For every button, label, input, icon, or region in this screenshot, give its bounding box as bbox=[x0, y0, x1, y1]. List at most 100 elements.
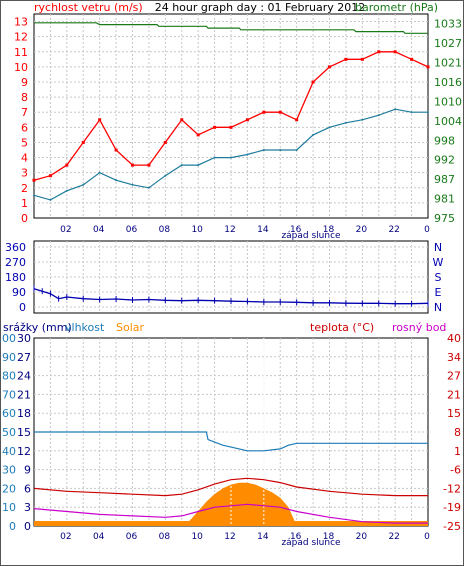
gust-point bbox=[229, 125, 233, 129]
x-tick-label: 18 bbox=[323, 532, 335, 542]
average-wind-point bbox=[197, 164, 200, 167]
average-wind-point bbox=[295, 149, 298, 151]
legend-solar: Solar bbox=[116, 321, 145, 334]
rain-tick-label: 12 bbox=[17, 445, 31, 458]
wind-series bbox=[32, 22, 430, 201]
temperature-tick-label: -25 bbox=[443, 520, 461, 533]
y-left-tick-label: 6 bbox=[21, 121, 28, 134]
x-tick-label: 14 bbox=[257, 225, 269, 235]
y-left-tick-label: 5 bbox=[21, 136, 28, 149]
average-wind-point bbox=[410, 111, 413, 114]
rain-tick-label: 30 bbox=[17, 332, 31, 345]
temperature-tick-label: 1 bbox=[454, 445, 461, 458]
wind-grid bbox=[34, 14, 428, 218]
rain-tick-label: 6 bbox=[24, 482, 31, 495]
y-left-tick-label: 12 bbox=[14, 31, 28, 44]
humidity-line bbox=[34, 431, 428, 452]
gust-point bbox=[295, 118, 299, 122]
rain-tick-label: 27 bbox=[17, 351, 31, 364]
rain-tick-label: 15 bbox=[17, 426, 31, 439]
y-right-tick-label: 998 bbox=[434, 134, 455, 147]
y-right-tick-label: 1027 bbox=[434, 37, 462, 50]
humidity-tick-label: 30 bbox=[2, 464, 16, 477]
wind-right-label: barometr (hPa) bbox=[355, 1, 438, 14]
temperature-tick-label: 15 bbox=[447, 407, 461, 420]
wind-title: 24 hour graph day : 01 February 2012 bbox=[155, 1, 366, 14]
rain-tick-label: 9 bbox=[24, 464, 31, 477]
x-tick-label: 16 bbox=[290, 225, 302, 235]
gust-point bbox=[245, 118, 249, 122]
y-right-tick-label: 975 bbox=[434, 212, 455, 225]
x-tick-label: 22 bbox=[388, 532, 399, 542]
x-tick-label: 20 bbox=[356, 225, 368, 235]
x-tick-label: 08 bbox=[159, 532, 171, 542]
x-tick-label: 04 bbox=[93, 532, 105, 542]
humidity-tick-label: 20 bbox=[2, 482, 16, 495]
y-left-tick-label: 4 bbox=[21, 152, 28, 165]
average-wind-point bbox=[82, 183, 85, 186]
average-wind-point bbox=[33, 194, 35, 197]
temperature-tick-label: 27 bbox=[447, 370, 461, 383]
gust-point bbox=[98, 118, 102, 122]
y-right-tick-label: 992 bbox=[434, 154, 455, 167]
average-wind-point bbox=[65, 189, 68, 192]
average-wind-point bbox=[115, 179, 118, 182]
average-wind-point bbox=[312, 133, 315, 136]
average-wind-point bbox=[361, 118, 364, 121]
y-right-tick-label: 1016 bbox=[434, 76, 462, 89]
average-wind-point bbox=[394, 108, 397, 111]
dewpoint-line bbox=[33, 503, 428, 524]
y-right-tick-label: N bbox=[434, 241, 442, 254]
average-wind-point bbox=[131, 183, 134, 186]
x-tick-label: 18 bbox=[323, 225, 335, 235]
direction-panel: 0 N 90 E 180 S 270 W 360 N bbox=[5, 240, 444, 314]
temperature-tick-label: 8 bbox=[454, 426, 461, 439]
y-right-tick-label: 1010 bbox=[434, 95, 462, 108]
y-left-tick-label: 0 bbox=[21, 212, 28, 225]
x-tick-label: 10 bbox=[191, 225, 203, 235]
wind-axes: 0123456789101112139759819879929981004101… bbox=[14, 16, 462, 235]
gust-point bbox=[147, 163, 151, 167]
x-tick-label: 08 bbox=[159, 225, 171, 235]
y-left-tick-label: 7 bbox=[21, 106, 28, 119]
gust-point bbox=[65, 163, 69, 167]
climate-x-caption: západ slunce bbox=[281, 538, 341, 548]
average-wind-point bbox=[230, 156, 232, 159]
gust-point bbox=[114, 148, 118, 152]
y-right-tick-label: 1004 bbox=[434, 115, 462, 128]
gust-point bbox=[426, 65, 430, 69]
y-left-tick-label: 0 bbox=[19, 301, 26, 314]
y-left-tick-label: 13 bbox=[14, 16, 28, 29]
temperature-tick-label: 21 bbox=[447, 388, 461, 401]
x-tick-label: 10 bbox=[191, 532, 203, 542]
gust-point bbox=[328, 65, 331, 69]
average-wind-point bbox=[427, 111, 429, 114]
x-tick-label: 04 bbox=[93, 225, 105, 235]
y-left-tick-label: 9 bbox=[21, 76, 28, 89]
y-left-tick-label: 11 bbox=[14, 46, 28, 59]
legend-temperature: teplota (°C) bbox=[310, 321, 374, 334]
y-left-tick-label: 8 bbox=[21, 91, 28, 104]
y-left-tick-label: 270 bbox=[5, 256, 26, 269]
x-tick-label: 02 bbox=[60, 225, 71, 235]
wind-pressure-panel: 0123456789101112139759819879929981004101… bbox=[14, 1, 462, 241]
x-tick-label: 0 bbox=[424, 532, 430, 542]
rain-tick-label: 21 bbox=[17, 388, 31, 401]
gust-point bbox=[278, 110, 282, 114]
average-wind-point bbox=[180, 164, 183, 167]
temperature-line bbox=[33, 477, 428, 497]
y-left-tick-label: 10 bbox=[14, 61, 28, 74]
gust-point bbox=[360, 57, 364, 61]
gust-point bbox=[163, 140, 167, 144]
x-tick-label: 14 bbox=[257, 532, 269, 542]
y-left-tick-label: 90 bbox=[12, 286, 26, 299]
rain-tick-label: 24 bbox=[17, 370, 31, 383]
y-left-tick-label: 180 bbox=[5, 271, 26, 284]
y-right-tick-label: 981 bbox=[434, 193, 455, 206]
gust-point bbox=[393, 50, 397, 54]
humidity-tick-label: 0 bbox=[9, 520, 16, 533]
x-tick-label: 06 bbox=[126, 225, 138, 235]
gust-point bbox=[410, 57, 414, 61]
humidity-tick-label: 100 bbox=[0, 332, 16, 345]
